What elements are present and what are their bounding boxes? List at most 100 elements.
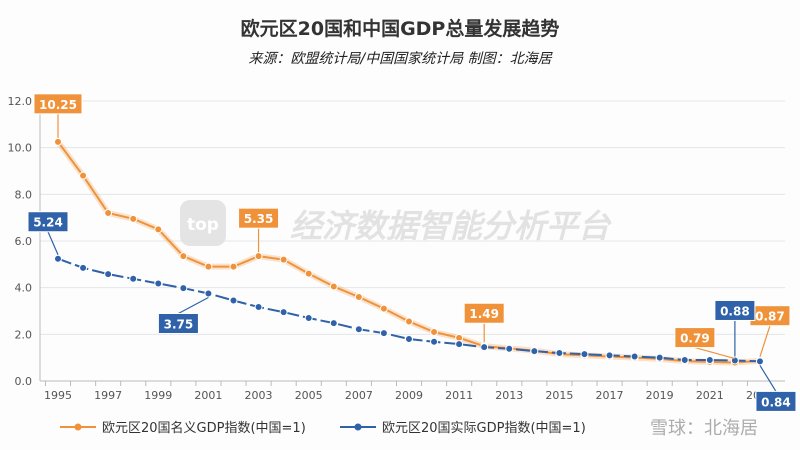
data-point <box>279 308 288 317</box>
x-tick-label: 1997 <box>94 389 122 402</box>
platform-watermark: 经济数据智能分析平台 <box>290 207 612 245</box>
x-tick-label: 2015 <box>545 389 573 402</box>
data-point <box>379 329 388 338</box>
data-point <box>555 349 564 357</box>
annotation-box <box>463 302 505 324</box>
annotation-label: 1.49 <box>469 307 499 321</box>
data-point <box>755 357 764 366</box>
y-tick-label: 8.0 <box>15 188 33 201</box>
x-tick-label: 2005 <box>295 389 323 402</box>
annotation-label: 0.87 <box>755 310 785 324</box>
y-tick-label: 6.0 <box>15 235 33 248</box>
data-point <box>104 209 113 217</box>
series-line-real <box>57 257 760 363</box>
y-tick-label: 4.0 <box>15 282 33 295</box>
data-point <box>655 353 664 362</box>
xueqiu-watermark: 雪球：北海居 <box>650 418 758 439</box>
data-point <box>329 319 338 328</box>
annotation-arrow <box>694 346 736 360</box>
data-point <box>354 293 363 301</box>
legend-marker <box>354 423 362 431</box>
data-point <box>54 137 62 146</box>
x-tick-label: 2017 <box>596 389 624 402</box>
data-point <box>179 284 188 293</box>
data-point <box>154 225 163 234</box>
data-point <box>630 352 639 361</box>
data-point <box>505 344 514 353</box>
data-point <box>229 262 238 271</box>
annotation-label: 10.25 <box>39 98 77 112</box>
annotation-label: 0.88 <box>720 304 750 318</box>
data-point <box>430 337 439 346</box>
annotation-label: 5.24 <box>33 216 63 230</box>
x-tick-label: 1999 <box>144 389 172 402</box>
data-point <box>304 314 313 322</box>
data-point <box>480 343 489 352</box>
data-point <box>154 279 163 288</box>
x-tick-label: 2001 <box>194 389 222 402</box>
annotation-label: 5.35 <box>244 212 274 226</box>
data-point <box>730 356 739 365</box>
annotation-arrow <box>759 325 771 357</box>
data-point <box>79 171 88 180</box>
x-tick-label: 2013 <box>495 389 523 402</box>
x-tick-label: 2011 <box>445 389 473 402</box>
data-point <box>129 214 138 223</box>
data-point <box>430 328 439 336</box>
x-tick-label: 2021 <box>696 389 724 402</box>
data-point <box>304 269 313 278</box>
data-point <box>254 303 263 312</box>
data-point <box>404 317 413 326</box>
chart-subtitle: 来源：欧盟统计局/中国国家统计局 制图：北海居 <box>248 51 552 67</box>
x-tick-label: 2003 <box>245 389 273 402</box>
y-tick-label: 0.0 <box>15 375 33 388</box>
data-point <box>379 304 388 313</box>
annotation-box <box>27 211 69 233</box>
x-tick-label: 2007 <box>345 389 373 402</box>
data-point <box>229 296 238 305</box>
x-tick-label: 2019 <box>646 389 674 402</box>
annotation-arrow <box>47 231 59 255</box>
annotation-box <box>157 313 199 334</box>
data-point <box>705 356 714 364</box>
platform-logo-icon <box>180 200 226 246</box>
legend-marker <box>74 423 82 431</box>
annotation-arrow <box>759 365 777 392</box>
data-point <box>329 282 338 291</box>
legend-label: 欧元区20国实际GDP指数(中国=1) <box>382 421 586 436</box>
data-point <box>254 252 263 261</box>
data-point <box>204 289 213 298</box>
data-point <box>104 270 113 279</box>
chart-title: 欧元区20国和中国GDP总量发展趋势 <box>240 18 560 40</box>
x-tick-label: 1995 <box>44 389 72 402</box>
annotation-box <box>238 207 280 229</box>
data-point <box>204 262 213 271</box>
y-tick-label: 12.0 <box>8 95 33 108</box>
annotation-box <box>33 93 83 115</box>
annotation-label: 3.75 <box>164 318 194 332</box>
data-point <box>580 350 589 359</box>
x-tick-label: 2009 <box>395 389 423 402</box>
data-point <box>605 351 614 360</box>
data-point <box>79 263 88 272</box>
data-point <box>680 356 689 364</box>
annotation-box <box>714 299 756 321</box>
annotation-label: 0.84 <box>761 395 791 409</box>
platform-logo-text: top <box>187 215 219 235</box>
data-point <box>279 255 288 264</box>
data-point <box>54 254 62 263</box>
annotation-box <box>755 390 797 412</box>
data-point <box>354 325 363 334</box>
legend-label: 欧元区20国名义GDP指数(中国=1) <box>102 420 306 436</box>
data-point <box>404 335 413 343</box>
annotation-arrow <box>178 296 209 315</box>
data-point <box>179 252 188 261</box>
data-point <box>129 274 138 283</box>
annotation-label: 0.79 <box>680 332 710 346</box>
annotation-box <box>674 327 716 349</box>
data-point <box>455 340 464 349</box>
y-tick-label: 2.0 <box>15 328 33 341</box>
y-tick-label: 10.0 <box>8 142 33 155</box>
